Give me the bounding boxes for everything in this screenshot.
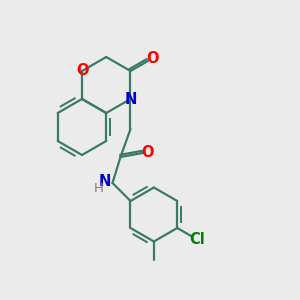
- Text: N: N: [98, 173, 111, 188]
- Text: Cl: Cl: [189, 232, 205, 247]
- Text: O: O: [76, 64, 88, 79]
- Text: N: N: [124, 92, 137, 106]
- Text: O: O: [146, 51, 158, 66]
- Text: O: O: [141, 145, 154, 160]
- Text: H: H: [94, 182, 103, 194]
